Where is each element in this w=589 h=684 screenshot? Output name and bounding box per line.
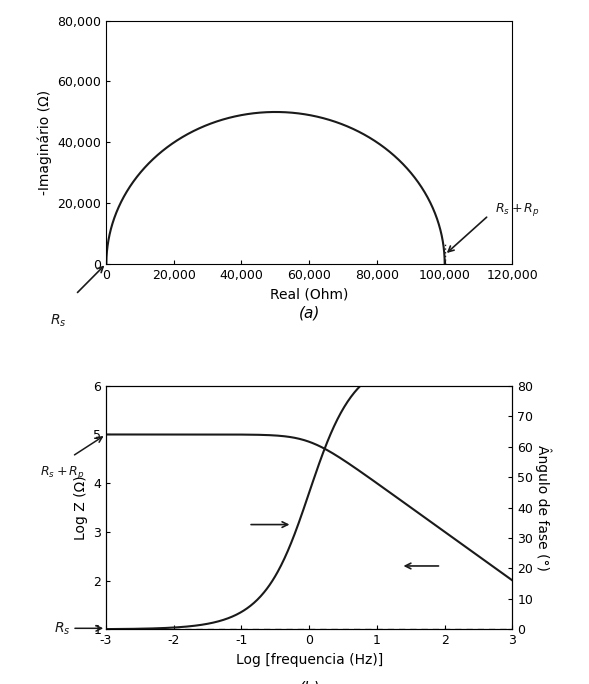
- Text: $R_s$: $R_s$: [50, 313, 67, 329]
- Text: $R_s + R_p$: $R_s + R_p$: [39, 464, 84, 481]
- Y-axis label: Log Z (Ω): Log Z (Ω): [74, 475, 88, 540]
- X-axis label: Real (Ohm): Real (Ohm): [270, 287, 349, 302]
- Text: (a): (a): [299, 306, 320, 321]
- Text: (b): (b): [299, 681, 320, 684]
- Y-axis label: -Imaginário (Ω): -Imaginário (Ω): [37, 90, 52, 195]
- Y-axis label: Ângulo de fase (°): Ângulo de fase (°): [535, 445, 551, 570]
- X-axis label: Log [frequencia (Hz)]: Log [frequencia (Hz)]: [236, 653, 383, 667]
- Text: $R_s$: $R_s$: [54, 620, 70, 637]
- Text: $R_s + R_p$: $R_s + R_p$: [495, 200, 540, 218]
